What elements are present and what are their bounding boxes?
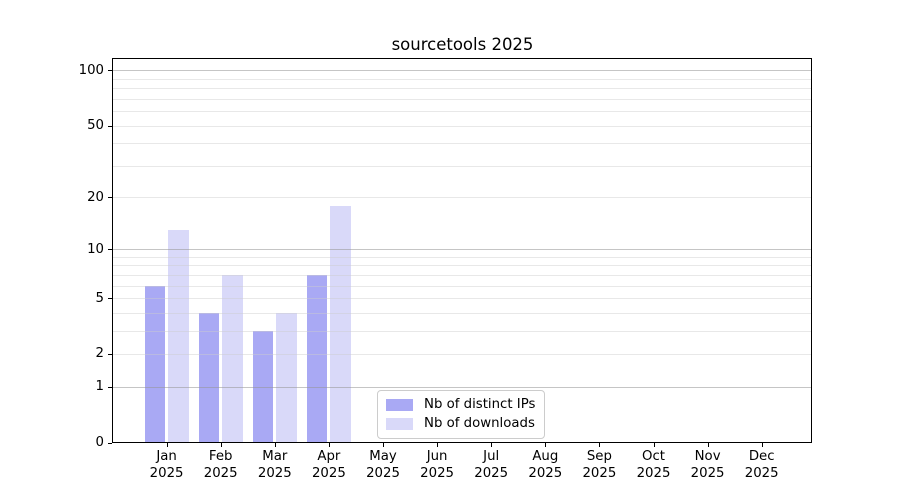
bar-downloads-feb: [222, 275, 243, 442]
bar-downloads-apr: [330, 205, 351, 442]
legend-swatch-downloads: [386, 417, 413, 430]
minor-gridline-6: [113, 285, 811, 287]
x-tick-label-dec: Dec 2025: [744, 449, 779, 481]
bar-downloads-jan: [168, 230, 189, 442]
x-tick-label-jun: Jun 2025: [420, 449, 455, 481]
y-tick-label-50: 50: [87, 118, 104, 134]
y-tick-mark-2: [108, 353, 112, 355]
major-gridline-100: [113, 70, 811, 72]
legend-label-distinct-ips: Nb of distinct IPs: [424, 397, 536, 412]
y-tick-label-5: 5: [95, 290, 104, 306]
minor-gridline-4: [113, 312, 811, 314]
legend-item-downloads: Nb of downloads: [386, 414, 535, 433]
bar-distinct-ips-apr: [306, 275, 328, 442]
x-tick-label-may: May 2025: [366, 449, 400, 481]
major-gridline-10: [113, 249, 811, 251]
x-tick-mark-oct: [653, 443, 655, 447]
minor-gridline-70: [113, 98, 811, 100]
y-tick-mark-50: [108, 125, 112, 127]
x-tick-label-apr: Apr 2025: [311, 449, 346, 481]
minor-gridline-60: [113, 111, 811, 113]
y-tick-label-1: 1: [95, 379, 104, 395]
y-tick-label-0: 0: [95, 435, 104, 450]
y-tick-mark-100: [108, 70, 112, 72]
legend-label-downloads: Nb of downloads: [424, 416, 535, 431]
bar-downloads-mar: [276, 313, 297, 442]
x-tick-label-mar: Mar 2025: [257, 449, 292, 481]
major-gridline-1: [113, 386, 811, 388]
minor-gridline-80: [113, 88, 811, 90]
y-tick-mark-5: [108, 298, 112, 300]
x-tick-label-sep: Sep 2025: [582, 449, 617, 481]
x-tick-mark-jun: [437, 443, 439, 447]
x-tick-mark-aug: [545, 443, 547, 447]
y-tick-label-100: 100: [78, 62, 104, 78]
minor-gridline-3: [113, 330, 811, 332]
minor-gridline-5: [113, 298, 811, 300]
minor-gridline-7: [113, 274, 811, 276]
minor-gridline-90: [113, 78, 811, 80]
legend: Nb of distinct IPs Nb of downloads: [377, 390, 546, 439]
x-tick-mark-dec: [761, 443, 763, 447]
x-tick-mark-sep: [599, 443, 601, 447]
x-tick-mark-apr: [328, 443, 330, 447]
x-tick-label-nov: Nov 2025: [690, 449, 725, 481]
y-tick-label-10: 10: [87, 241, 104, 257]
y-tick-mark-0: [108, 442, 112, 444]
x-tick-mark-nov: [707, 443, 709, 447]
legend-swatch-distinct-ips: [386, 398, 413, 411]
minor-gridline-2: [113, 353, 811, 355]
x-tick-mark-jan: [166, 443, 168, 447]
x-tick-mark-jul: [491, 443, 493, 447]
minor-gridline-20: [113, 197, 811, 199]
minor-gridline-40: [113, 143, 811, 145]
y-tick-mark-1: [108, 386, 112, 388]
bar-distinct-ips-jan: [144, 286, 166, 442]
x-tick-mark-may: [383, 443, 384, 447]
x-tick-label-oct: Oct 2025: [636, 449, 671, 481]
x-tick-label-jan: Jan 2025: [149, 449, 184, 481]
plot-area: [112, 58, 812, 443]
y-tick-mark-10: [108, 249, 112, 251]
x-tick-mark-feb: [220, 443, 222, 447]
minor-gridline-30: [113, 165, 811, 167]
minor-gridline-50: [113, 125, 811, 127]
x-tick-label-feb: Feb 2025: [203, 449, 238, 481]
x-tick-label-jul: Jul 2025: [474, 449, 509, 481]
minor-gridline-8: [113, 265, 811, 267]
bar-distinct-ips-feb: [198, 313, 220, 442]
y-tick-mark-20: [108, 197, 112, 199]
x-tick-mark-mar: [274, 443, 276, 447]
x-tick-label-aug: Aug 2025: [528, 449, 563, 481]
chart-title: sourcetools 2025: [391, 35, 534, 54]
y-tick-label-20: 20: [87, 189, 104, 205]
legend-item-distinct-ips: Nb of distinct IPs: [386, 395, 535, 414]
minor-gridline-9: [113, 256, 811, 258]
y-tick-label-2: 2: [95, 346, 104, 362]
